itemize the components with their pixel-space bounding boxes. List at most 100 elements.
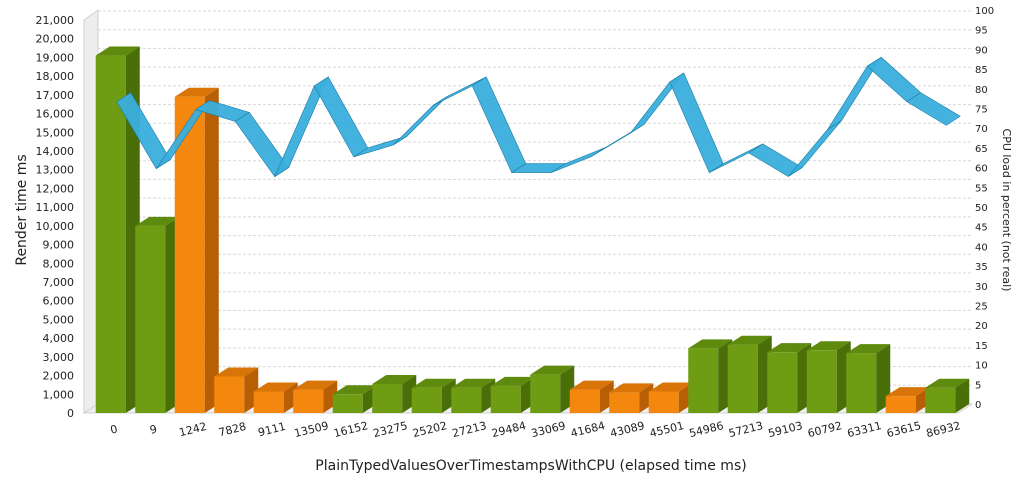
bar-top [490,376,535,386]
x-tick-label: 1242 [178,420,208,439]
y2-tick-label: 50 [975,203,988,214]
bar [688,339,733,413]
bar-top [293,380,338,390]
y-tick-label: 6,000 [43,295,75,308]
x-axis-title: PlainTypedValuesOverTimestampsWithCPU (e… [315,458,746,474]
x-tick-label: 9 [148,422,158,436]
bar [767,343,812,413]
y-tick-label: 7,000 [43,276,75,289]
cpu-ribbon-segment [906,92,961,126]
bar-front [688,348,719,413]
y-tick-label: 11,000 [36,201,75,214]
cpu-ribbon-segment [471,76,527,174]
bar [293,380,338,413]
cpu-ribbon-segment [393,96,447,146]
bars [95,46,970,414]
y2-tick-label: 75 [975,105,988,116]
x-tick-label: 25202 [411,419,448,440]
bar-top [727,335,772,345]
y-tick-label: 8,000 [43,257,75,270]
y-tick-label: 12,000 [36,182,75,195]
y-tick-label: 18,000 [36,70,75,83]
bar-top [846,344,891,354]
y2-tick-label: 45 [975,223,988,234]
x-tick-label: 13509 [293,419,330,440]
cpu-ribbon-segment [313,76,369,158]
bar-top [332,385,377,395]
y-tick-label: 5,000 [43,313,75,326]
bar [846,344,891,413]
y-tick-label: 1,000 [43,388,75,401]
bar-side [204,87,219,413]
bar [214,367,259,413]
y-tick-label: 16,000 [36,108,75,121]
bar [411,378,456,413]
bar-top [411,378,456,388]
bar [806,341,851,413]
bar [490,376,535,413]
y2-tick-label: 25 [975,302,988,313]
y-tick-label: 21,000 [36,14,75,27]
bar [925,378,970,413]
bar-front [767,352,798,413]
x-tick-label: 45501 [648,419,685,440]
bar-top [609,383,654,393]
y-tick-label: 2,000 [43,370,75,383]
bar-front [372,383,403,413]
bar-top [135,216,180,226]
x-tick-label: 60792 [806,419,843,440]
y-tick-label: 3,000 [43,351,75,364]
y2-tick-label: 5 [975,380,981,391]
bar-front [332,394,363,413]
bar-front [411,387,442,413]
bar-front [530,374,561,413]
y2-tick-label: 35 [975,262,988,273]
y2-tick-label: 55 [975,183,988,194]
y-axis-title: Render time ms [14,154,30,265]
bar-front [95,55,126,414]
y-tick-label: 13,000 [36,164,75,177]
bar [609,383,654,413]
y2-tick-label: 60 [975,164,988,175]
bar [372,374,417,413]
x-tick-label: 27213 [451,419,488,440]
y2-tick-label: 40 [975,242,988,253]
x-tick-label: 7828 [217,420,247,439]
bar [569,380,614,413]
bar-front [885,396,916,413]
y2-tick-label: 85 [975,65,988,76]
x-tick-label: 63615 [885,419,922,440]
y2-tick-label: 20 [975,321,988,332]
y-axis-ticks: 0 1,000 2,000 3,000 4,000 5,000 6,000 7,000 8,00… [36,14,75,420]
bar [530,365,575,413]
bar [174,87,219,413]
y2-tick-label: 70 [975,124,988,135]
bar-front [451,387,482,413]
bar-front [609,392,640,413]
y-tick-label: 0 [67,407,74,420]
y2-axis-title: CPU load in percent (not real) [1000,129,1013,292]
y-tick-label: 9,000 [43,239,75,252]
x-tick-label: 33069 [530,419,567,440]
y2-tick-label: 65 [975,144,988,155]
y-tick-label: 17,000 [36,89,75,102]
y-tick-label: 15,000 [36,126,75,139]
bar-top [806,341,851,351]
bar-front [135,225,166,413]
bar-front [490,385,521,413]
cpu-ribbon [116,56,961,178]
y2-tick-label: 90 [975,45,988,56]
y2-tick-label: 100 [975,6,994,17]
bar-top [767,343,812,353]
x-tick-label: 57213 [727,419,764,440]
bar-top [372,374,417,384]
x-tick-label: 23275 [372,419,409,440]
x-tick-label: 9111 [257,420,287,439]
bar-top [95,46,140,56]
bar [135,216,180,413]
y2-axis-ticks: 0 5 10 15 20 25 30 35 40 45 50 55 60 65 70 75 80 85 90 95 10… [975,6,994,411]
x-tick-label: 16152 [332,419,369,440]
y-tick-label: 14,000 [36,145,75,158]
y2-tick-label: 0 [975,400,981,411]
bar-top [569,380,614,390]
